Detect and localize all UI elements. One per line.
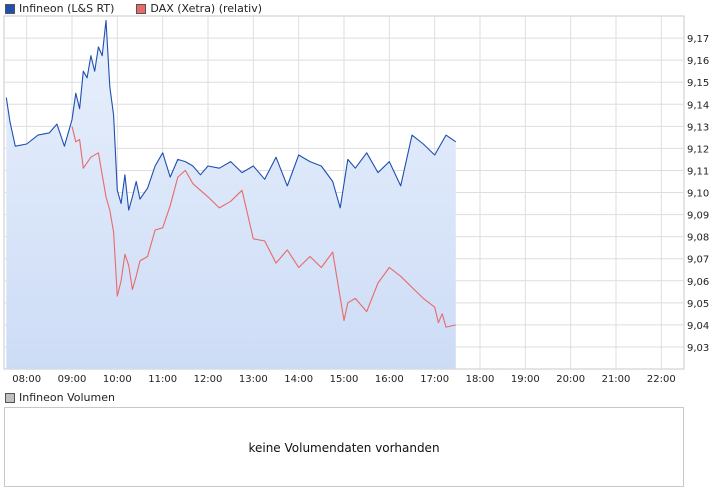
y-tick-label: 9,08 bbox=[687, 233, 709, 244]
y-tick-label: 9,06 bbox=[687, 277, 709, 288]
dax-line bbox=[71, 126, 456, 328]
y-tick-label: 9,13 bbox=[687, 122, 709, 133]
x-tick-label: 21:00 bbox=[602, 374, 631, 385]
price-chart: 08:00 09:00 10:00 11:00 12:00 13:00 14:00 15:00… bbox=[3, 15, 709, 385]
y-tick-label: 9,16 bbox=[687, 56, 709, 67]
x-tick-label: 19:00 bbox=[511, 374, 540, 385]
y-tick-label: 9,05 bbox=[687, 299, 709, 310]
y-tick-label: 9,10 bbox=[687, 189, 709, 200]
x-tick-label: 13:00 bbox=[239, 374, 268, 385]
volume-panel: keine Volumendaten vorhanden bbox=[4, 407, 684, 487]
volume-legend: Infineon Volumen bbox=[5, 392, 115, 404]
y-tick-label: 9,09 bbox=[687, 211, 709, 222]
x-tick-label: 20:00 bbox=[556, 374, 585, 385]
legend-swatch-dax bbox=[136, 4, 147, 14]
legend-item-infineon[interactable]: Infineon (L&S RT) bbox=[5, 3, 114, 15]
y-tick-label: 9,15 bbox=[687, 78, 709, 89]
x-tick-label: 08:00 bbox=[12, 374, 41, 385]
x-tick-label: 15:00 bbox=[330, 374, 359, 385]
chart-legend: Infineon (L&S RT) DAX (Xetra) (relativ) bbox=[5, 2, 284, 16]
infineon-area bbox=[6, 20, 456, 370]
legend-label-volume[interactable]: Infineon Volumen bbox=[19, 391, 115, 404]
legend-swatch-volume bbox=[5, 393, 15, 403]
legend-swatch-infineon bbox=[5, 4, 15, 14]
x-tick-label: 14:00 bbox=[284, 374, 313, 385]
legend-item-dax[interactable]: DAX (Xetra) (relativ) bbox=[136, 3, 262, 15]
x-tick-label: 17:00 bbox=[420, 374, 449, 385]
y-tick-label: 9,07 bbox=[687, 255, 709, 266]
y-tick-label: 9,04 bbox=[687, 321, 709, 332]
y-tick-label: 9,17 bbox=[687, 34, 709, 45]
legend-label-dax: DAX (Xetra) (relativ) bbox=[150, 2, 263, 15]
x-tick-label: 22:00 bbox=[647, 374, 676, 385]
no-volume-message: keine Volumendaten vorhanden bbox=[248, 441, 440, 455]
y-tick-label: 9,03 bbox=[687, 343, 709, 354]
x-tick-label: 18:00 bbox=[466, 374, 495, 385]
legend-label-infineon: Infineon (L&S RT) bbox=[19, 2, 115, 15]
y-tick-label: 9,14 bbox=[687, 100, 709, 111]
x-tick-label: 16:00 bbox=[375, 374, 404, 385]
y-tick-label: 9,12 bbox=[687, 144, 709, 155]
infineon-line bbox=[5, 19, 457, 211]
x-tick-label: 09:00 bbox=[58, 374, 87, 385]
y-tick-label: 9,11 bbox=[687, 166, 709, 177]
x-tick-label: 11:00 bbox=[148, 374, 177, 385]
x-tick-label: 10:00 bbox=[103, 374, 132, 385]
x-tick-label: 12:00 bbox=[194, 374, 223, 385]
